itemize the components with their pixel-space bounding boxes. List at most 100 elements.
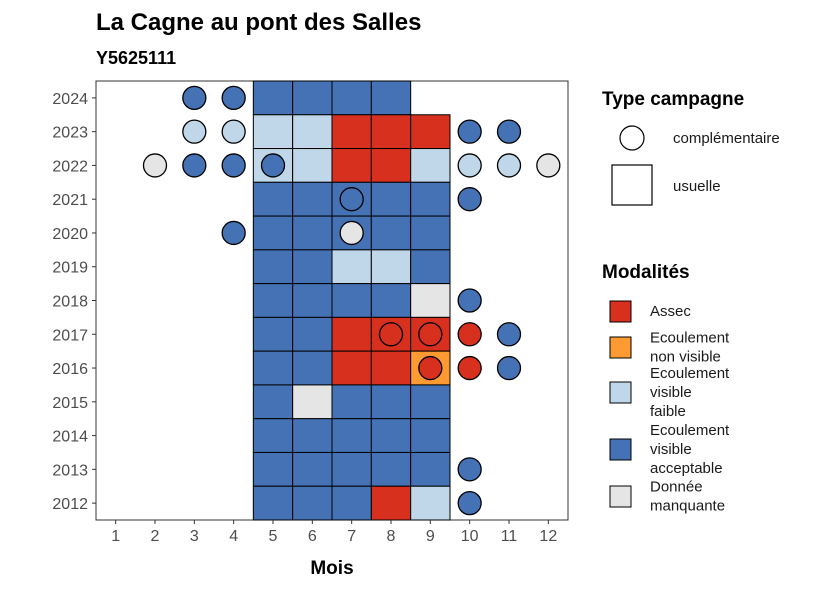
usuelle-cell <box>252 451 294 487</box>
y-tick-label: 2019 <box>52 260 88 277</box>
complementaire-point <box>418 355 443 381</box>
usuelle-cell <box>370 283 412 318</box>
complementaire-point <box>496 355 522 381</box>
x-axis-title: Mois <box>310 558 353 579</box>
y-tick-label: 2015 <box>52 395 88 412</box>
usuelle-cell <box>252 485 294 521</box>
legend-modalite-label: visible <box>650 384 692 401</box>
y-tick-label: 2022 <box>52 158 88 175</box>
usuelle-cell <box>370 114 412 150</box>
complementaire-point <box>457 490 482 516</box>
usuelle-cell <box>331 114 372 150</box>
usuelle-cell <box>370 249 412 285</box>
y-tick-label: 2023 <box>52 125 88 142</box>
usuelle-cell <box>331 80 372 116</box>
complementaire-point <box>457 457 482 482</box>
usuelle-cell <box>252 181 294 217</box>
usuelle-cell <box>370 215 412 251</box>
usuelle-cell <box>292 485 333 521</box>
complementaire-point <box>457 153 482 178</box>
legend-modalite-label: manquante <box>650 498 725 515</box>
legend-modalite-swatch <box>609 438 632 461</box>
complementaire-point <box>457 322 482 347</box>
usuelle-cell <box>370 418 412 453</box>
legend-usuelle-swatch <box>611 164 653 206</box>
usuelle-cell <box>292 418 333 453</box>
usuelle-cell <box>410 283 451 318</box>
usuelle-cell <box>252 384 294 420</box>
usuelle-cell <box>252 418 294 453</box>
complementaire-point <box>142 153 168 178</box>
complementaire-point <box>457 119 482 144</box>
usuelle-cell <box>252 80 294 116</box>
usuelle-cell <box>331 418 372 453</box>
complementaire-point <box>221 119 246 144</box>
legend-modalite-swatch <box>609 485 632 508</box>
usuelle-cell <box>331 451 372 487</box>
usuelle-cell <box>370 350 412 386</box>
usuelle-cell <box>292 283 333 318</box>
complementaire-point <box>221 85 246 111</box>
usuelle-cell <box>252 283 294 318</box>
legend-modalite-label: faible <box>650 403 686 420</box>
legend-modalite-label: acceptable <box>650 460 723 477</box>
usuelle-cell <box>292 384 333 420</box>
complementaire-point <box>339 220 364 246</box>
legend-modalite-swatch <box>609 381 632 404</box>
usuelle-cell <box>252 215 294 251</box>
y-tick-label: 2018 <box>52 294 88 311</box>
x-tick-label: 3 <box>190 528 199 545</box>
y-tick-label: 2013 <box>52 462 88 479</box>
x-tick-label: 2 <box>151 528 160 545</box>
usuelle-cell <box>370 148 412 183</box>
usuelle-cell <box>410 451 451 487</box>
usuelle-cell <box>252 249 294 285</box>
complementaire-point <box>378 322 404 347</box>
usuelle-cell <box>331 350 372 386</box>
usuelle-cell <box>370 80 412 116</box>
legend-modalite-label: non visible <box>650 349 721 366</box>
chart-title: La Cagne au pont des Salles <box>96 9 421 36</box>
complementaire-point <box>221 153 246 178</box>
usuelle-cell <box>410 114 451 150</box>
usuelle-cell <box>292 249 333 285</box>
legend-usuelle-label: usuelle <box>673 178 721 195</box>
complementaire-point <box>496 322 522 347</box>
complementaire-point <box>260 153 286 178</box>
x-tick-label: 12 <box>539 528 557 545</box>
x-tick-label: 11 <box>501 528 518 545</box>
usuelle-cell <box>292 80 333 116</box>
usuelle-cell <box>331 485 372 521</box>
y-tick-label: 2014 <box>52 429 88 446</box>
complementaire-points <box>142 85 561 516</box>
x-tick-label: 6 <box>308 528 317 545</box>
x-tick-label: 5 <box>269 528 278 545</box>
usuelle-cell <box>410 485 451 521</box>
usuelle-cell <box>252 350 294 386</box>
usuelle-cell <box>331 384 372 420</box>
y-tick-label: 2024 <box>52 91 88 108</box>
usuelle-cell <box>370 451 412 487</box>
complementaire-point <box>457 355 482 381</box>
usuelle-cell <box>410 384 451 420</box>
x-tick-label: 1 <box>111 528 120 545</box>
complementaire-point <box>182 153 207 178</box>
complementaire-point <box>496 119 522 144</box>
usuelle-cell <box>252 316 294 352</box>
y-tick-label: 2012 <box>52 496 88 513</box>
legend-modalite-swatch <box>609 336 632 359</box>
usuelle-cell <box>370 384 412 420</box>
complementaire-point <box>182 119 207 144</box>
x-tick-label: 8 <box>387 528 396 545</box>
usuelle-cell <box>292 148 333 183</box>
chart-subtitle: Y5625111 <box>96 48 176 68</box>
x-tick-label: 4 <box>229 528 238 545</box>
usuelle-cell <box>292 451 333 487</box>
x-tick-label: 9 <box>426 528 435 545</box>
usuelle-cell <box>292 114 333 150</box>
usuelle-cell <box>331 249 372 285</box>
legend-modalite-label: Ecoulement <box>650 365 730 382</box>
y-tick-label: 2017 <box>52 327 88 344</box>
legend-type-title: Type campagne <box>602 89 744 110</box>
legend-complementaire-label: complémentaire <box>673 130 780 147</box>
